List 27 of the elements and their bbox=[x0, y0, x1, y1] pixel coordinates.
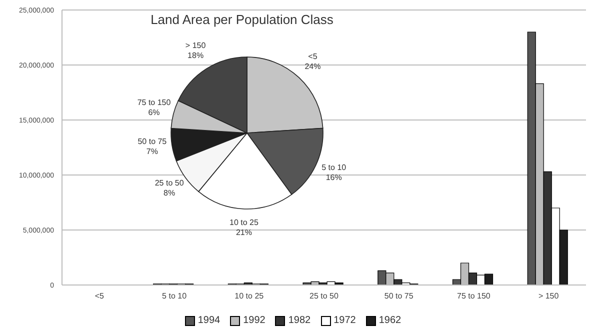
data-label: 24% bbox=[304, 62, 321, 72]
slice-label: <5 bbox=[308, 52, 318, 62]
data-label: 18% bbox=[188, 50, 204, 60]
slice-label: 50 to 75 bbox=[138, 137, 168, 146]
x-tick-label: 10 to 25 bbox=[234, 292, 264, 301]
x-tick-label: 5 to 10 bbox=[162, 292, 188, 301]
x-tick-label: <5 bbox=[94, 292, 105, 301]
legend-label: 1972 bbox=[334, 315, 356, 326]
slice-label: 25 to 50 bbox=[154, 178, 184, 188]
slice-label: 5 to 10 bbox=[322, 162, 347, 172]
slice-label: 75 to 150 bbox=[137, 98, 172, 108]
legend-label: 1994 bbox=[198, 315, 220, 326]
legend-label: 1992 bbox=[243, 315, 266, 326]
chart-title: Land Area per Population Class bbox=[150, 12, 334, 27]
x-tick-label: 50 to 75 bbox=[384, 292, 414, 301]
data-label: 21% bbox=[236, 228, 252, 237]
x-tick-label: 25 to 50 bbox=[310, 292, 340, 301]
data-label: 8% bbox=[164, 188, 176, 198]
slice-label: 10 to 25 bbox=[230, 218, 259, 227]
legend-label: 1962 bbox=[378, 315, 402, 326]
legend-label: 1982 bbox=[288, 315, 311, 326]
data-label: 7% bbox=[146, 147, 158, 156]
x-tick-label: 75 to 150 bbox=[457, 292, 491, 301]
x-tick-label: > 150 bbox=[538, 292, 560, 301]
data-label: 16% bbox=[326, 172, 342, 182]
data-label: 6% bbox=[148, 108, 160, 118]
slice-label: > 150 bbox=[185, 40, 206, 50]
